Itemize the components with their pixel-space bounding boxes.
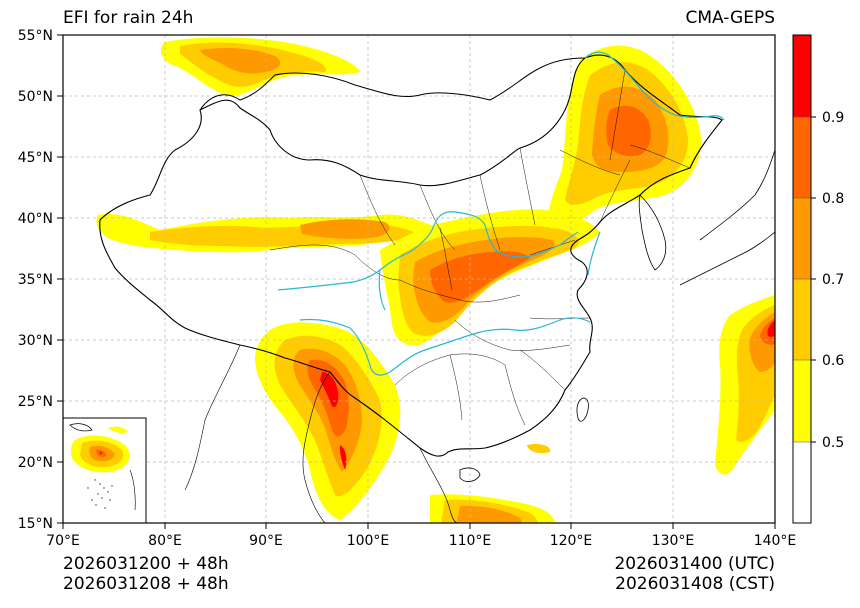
south-china-sea-inset [62,417,147,524]
init-time-cst: 2026031208 + 48h [63,574,229,594]
colorbar-segment-07 [793,198,811,279]
colorbar-segment-09 [793,35,811,117]
init-time-block: 2026031200 + 48h 2026031208 + 48h [63,554,229,594]
init-time-utc: 2026031200 + 48h [63,554,229,574]
colorbar-segment-06 [793,279,811,360]
latitude-labels: 55°N 50°N 45°N 40°N 35°N 30°N 25°N 20°N … [18,28,53,532]
colorbar-label: 0.5 [822,435,844,451]
yangtze-river [299,317,591,376]
colorbar-label: 0.8 [822,191,844,207]
lat-label: 45°N [18,150,53,166]
lat-label: 20°N [18,455,53,471]
lon-label: 90°E [249,533,283,549]
colorbar-label: 0.7 [822,272,844,288]
lat-label: 55°N [18,28,53,44]
lon-label: 80°E [148,533,182,549]
lat-label: 40°N [18,211,53,227]
lat-label: 50°N [18,89,53,105]
lat-label: 25°N [18,394,53,410]
lon-label: 120°E [550,533,593,549]
rivers [277,51,725,376]
lon-label: 110°E [449,533,492,549]
valid-time-utc: 2026031400 (UTC) [614,554,775,574]
amur-river [584,51,725,121]
lat-label: 35°N [18,272,53,288]
lat-label: 15°N [18,516,53,532]
colorbar-segment-08 [793,117,811,198]
colorbar-label: 0.6 [822,353,844,369]
longitude-labels: 70°E 80°E 90°E 100°E 110°E 120°E 130°E 1… [46,533,796,549]
model-name: CMA-GEPS [685,8,775,28]
colorbar-label: 0.9 [822,110,844,126]
lon-label: 140°E [754,533,797,549]
colorbar-segment-05 [793,360,811,442]
lon-label: 100°E [347,533,390,549]
tick-marks [57,34,776,529]
lon-label: 70°E [46,533,80,549]
gridlines [63,35,775,523]
lat-label: 30°N [18,333,53,349]
colorbar: 0.9 0.8 0.7 0.6 0.5 [792,34,844,524]
valid-time-cst: 2026031408 (CST) [615,574,775,594]
yellow-river [277,211,579,291]
colorbar-segment-below [793,442,811,523]
valid-time-block: 2026031400 (UTC) 2026031408 (CST) [540,554,775,594]
lon-label: 130°E [652,533,695,549]
china-border [99,54,723,457]
map-title: EFI for rain 24h [63,8,194,28]
